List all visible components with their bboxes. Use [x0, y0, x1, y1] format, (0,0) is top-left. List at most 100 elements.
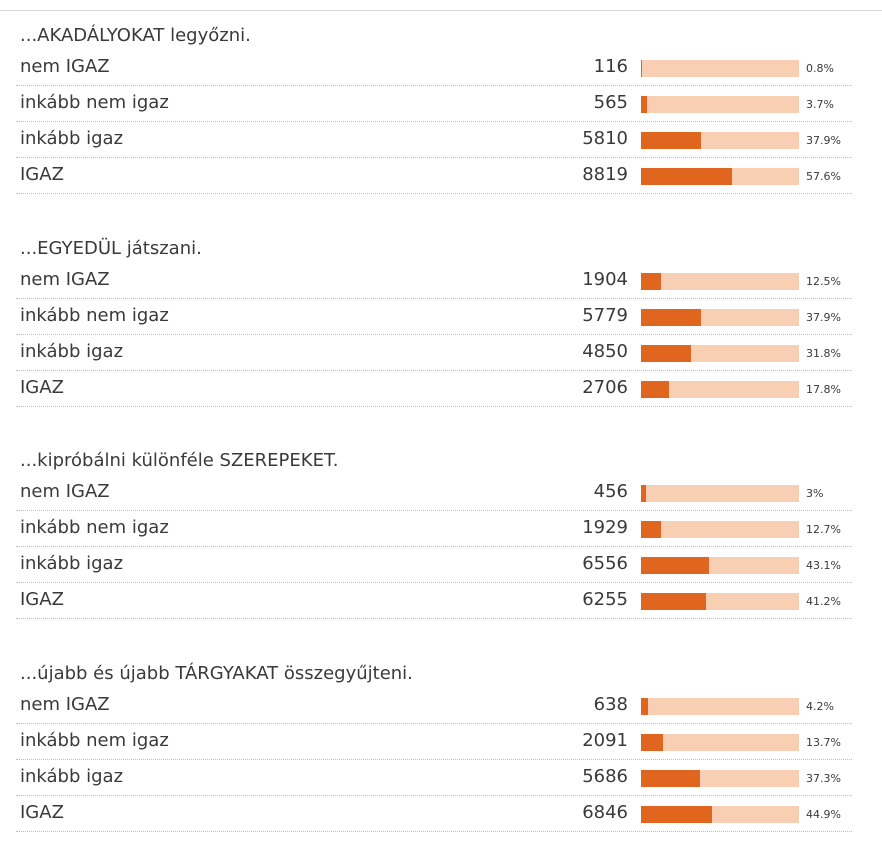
answer-row: inkább nem igaz 565 3.7%	[16, 86, 852, 122]
answer-count: 1929	[582, 517, 628, 538]
bar	[641, 769, 700, 787]
answer-count: 2706	[582, 376, 628, 398]
answer-row: IGAZ 6846 44.9%	[16, 796, 852, 832]
answer-row: inkább nem igaz 1929 12.7%	[16, 511, 852, 547]
bar-track	[641, 805, 799, 823]
answer-label: inkább nem igaz	[20, 729, 169, 751]
question-group: ...újabb és újabb TÁRGYAKAT összegyűjten…	[16, 660, 852, 840]
bar	[641, 557, 710, 574]
bar-track	[641, 557, 799, 574]
percent-label: 31.8%	[806, 346, 841, 360]
answer-row: nem IGAZ 638 4.2%	[16, 688, 852, 724]
percent-label: 37.9%	[806, 134, 841, 147]
answer-label: IGAZ	[20, 376, 64, 398]
answer-label: inkább nem igaz	[20, 92, 169, 113]
answer-row: inkább nem igaz 2091 13.7%	[16, 724, 852, 760]
answer-count: 565	[593, 92, 628, 113]
percent-label: 43.1%	[806, 559, 841, 572]
bar	[641, 805, 712, 823]
bar-track	[641, 593, 799, 610]
bar	[641, 521, 662, 538]
answer-count: 116	[593, 56, 628, 77]
question-title: ...EGYEDÜL játszani.	[20, 237, 202, 259]
percent-label: 3%	[806, 487, 824, 500]
bar-track	[641, 60, 799, 77]
answer-label: nem IGAZ	[20, 693, 110, 715]
answer-count: 4850	[582, 340, 628, 362]
answer-label: nem IGAZ	[20, 268, 110, 290]
bar-track	[641, 521, 799, 538]
bar-track	[641, 769, 799, 787]
bar	[641, 344, 692, 362]
answer-label: IGAZ	[20, 801, 64, 823]
answer-row: inkább igaz 5810 37.9%	[16, 122, 852, 158]
bar-track	[641, 308, 799, 326]
bar-track	[641, 272, 799, 290]
answer-row: nem IGAZ 1904 12.5%	[16, 263, 852, 299]
top-border	[0, 10, 882, 11]
percent-label: 37.9%	[806, 310, 841, 324]
answer-count: 638	[593, 693, 628, 715]
answer-label: IGAZ	[20, 589, 64, 610]
bar-track	[641, 485, 799, 502]
answer-label: inkább igaz	[20, 340, 124, 362]
answer-row: nem IGAZ 456 3%	[16, 475, 852, 511]
answer-count: 5810	[582, 128, 628, 149]
question-title: ...kipróbálni különféle SZEREPEKET.	[20, 450, 339, 471]
bar	[641, 272, 661, 290]
answer-count: 6556	[582, 553, 628, 574]
answer-row: IGAZ 8819 57.6%	[16, 158, 852, 194]
bar-track	[641, 132, 799, 149]
bar	[641, 60, 643, 77]
answer-count: 2091	[582, 729, 628, 751]
answer-label: nem IGAZ	[20, 481, 110, 502]
answer-count: 5779	[582, 304, 628, 326]
percent-label: 12.5%	[806, 274, 841, 288]
bar	[641, 132, 701, 149]
bar	[641, 733, 663, 751]
percent-label: 57.6%	[806, 170, 841, 183]
answer-row: inkább nem igaz 5779 37.9%	[16, 299, 852, 335]
answer-row: inkább igaz 5686 37.3%	[16, 760, 852, 796]
percent-label: 44.9%	[806, 807, 841, 821]
answer-row: nem IGAZ 116 0.8%	[16, 50, 852, 86]
percent-label: 0.8%	[806, 62, 834, 75]
bar-track	[641, 733, 799, 751]
percent-label: 4.2%	[806, 699, 834, 713]
answer-label: nem IGAZ	[20, 56, 110, 77]
answer-label: inkább igaz	[20, 765, 124, 787]
answer-row: inkább igaz 6556 43.1%	[16, 547, 852, 583]
bar	[641, 308, 701, 326]
question-group: ...AKADÁLYOKAT legyőzni. nem IGAZ 116 0.8% i…	[16, 22, 852, 202]
percent-label: 12.7%	[806, 523, 841, 536]
bar-track	[641, 380, 799, 398]
bar	[641, 485, 646, 502]
percent-label: 13.7%	[806, 735, 841, 749]
bar	[641, 697, 648, 715]
answer-label: inkább nem igaz	[20, 517, 169, 538]
bar	[641, 96, 647, 113]
answer-count: 5686	[582, 765, 628, 787]
answer-label: inkább nem igaz	[20, 304, 169, 326]
percent-label: 3.7%	[806, 98, 834, 111]
bar	[641, 380, 670, 398]
answer-count: 8819	[582, 164, 628, 185]
question-title: ...újabb és újabb TÁRGYAKAT összegyűjten…	[20, 662, 413, 684]
answer-row: inkább igaz 4850 31.8%	[16, 335, 852, 371]
answer-count: 6255	[582, 589, 628, 610]
answer-count: 6846	[582, 801, 628, 823]
bar	[641, 593, 707, 610]
percent-label: 41.2%	[806, 595, 841, 608]
bar-track	[641, 168, 799, 185]
question-group: ...EGYEDÜL játszani. nem IGAZ 1904 12.5% ink…	[16, 235, 852, 415]
bar-track	[641, 697, 799, 715]
percent-label: 37.3%	[806, 771, 841, 785]
bar-track	[641, 96, 799, 113]
answer-row: IGAZ 6255 41.2%	[16, 583, 852, 619]
answer-count: 456	[593, 481, 628, 502]
answer-label: inkább igaz	[20, 128, 124, 149]
answer-label: inkább igaz	[20, 553, 124, 574]
answer-row: IGAZ 2706 17.8%	[16, 371, 852, 407]
